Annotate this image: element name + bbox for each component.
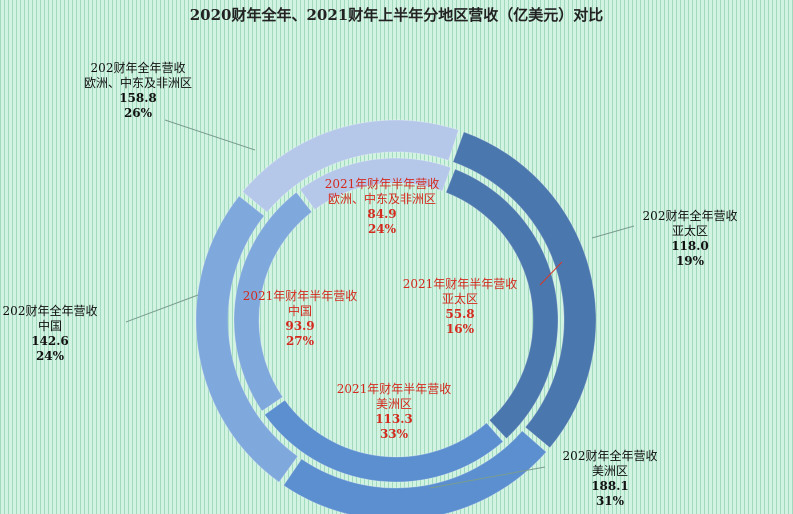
- outer-data-label-2: 202财年全年营收美洲区 188.1 31%: [563, 448, 658, 508]
- inner-slice-2: [445, 168, 559, 440]
- outer-data-label-3: 202财年全年营收中国 142.6 24%: [3, 303, 98, 363]
- inner-data-label-2: 2021年财年半年营收美洲区 113.3 33%: [337, 382, 452, 441]
- chart-title: 2020财年全年、2021财年上半年分地区营收（亿美元）对比: [189, 6, 604, 24]
- inner-slice-3: [263, 399, 504, 483]
- inner-data-label-0: 2021年财年半年营收欧洲、中东及非洲区 84.9 24%: [325, 177, 440, 236]
- outer-data-label-1: 202财年全年营收亚太区 118.0 19%: [643, 208, 738, 268]
- inner-data-label-3: 2021年财年半年营收中国 93.9 27%: [243, 289, 358, 348]
- inner-leader-line-1: [539, 261, 563, 286]
- outer-leader-line-1: [591, 225, 635, 239]
- outer-slice-3: [282, 430, 547, 514]
- outer-leader-line-0: [164, 119, 256, 151]
- outer-slice-1: [241, 119, 460, 213]
- outer-leader-line-3: [125, 294, 199, 323]
- outer-slice-2: [452, 131, 597, 449]
- outer-data-label-0: 202财年全年营收欧洲、中东及非洲区 158.8 26%: [84, 60, 192, 120]
- outer-leader-line-2: [429, 466, 546, 489]
- inner-data-label-1: 2021年财年半年营收亚太区 55.8 16%: [403, 277, 518, 336]
- inner-slice-0: [233, 191, 313, 412]
- inner-slice-1: [299, 157, 452, 211]
- outer-slice-0: [195, 195, 299, 483]
